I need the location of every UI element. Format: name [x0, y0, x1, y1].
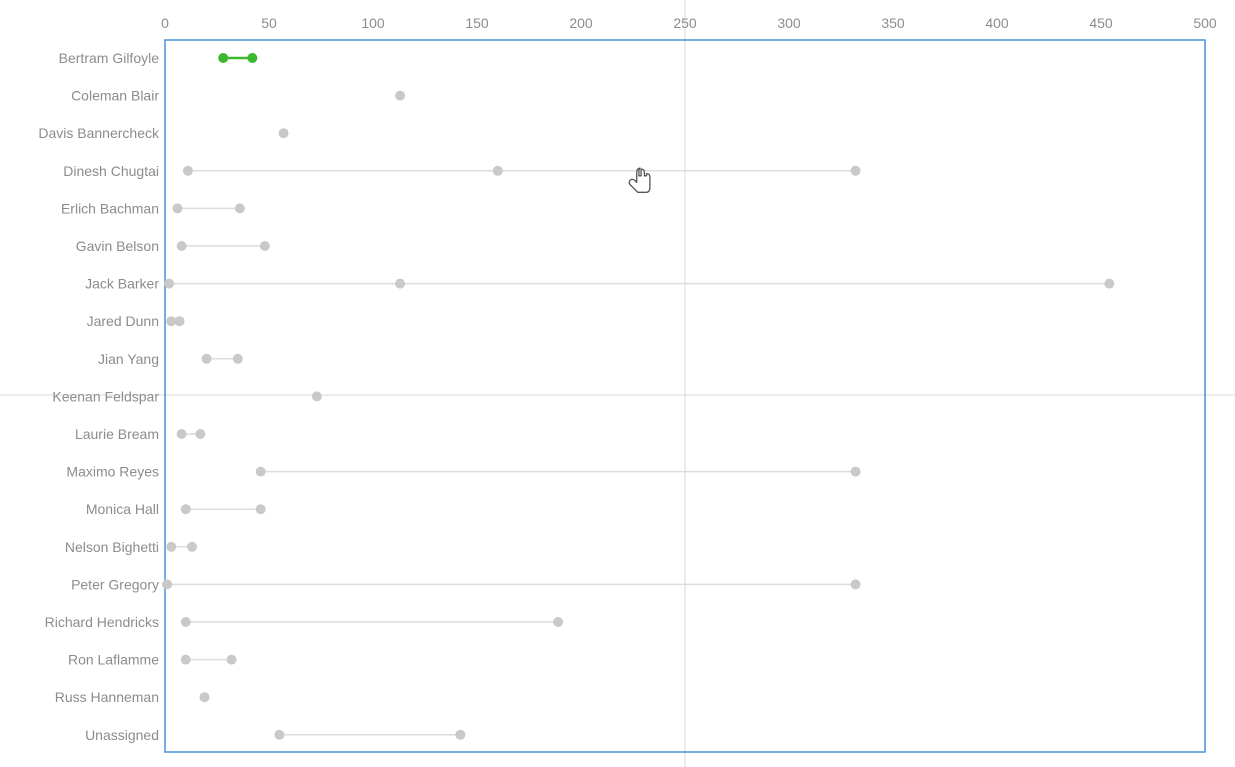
data-point[interactable]: [181, 617, 191, 627]
x-axis-tick-label: 450: [1089, 15, 1113, 31]
category-label: Ron Laflamme: [68, 652, 159, 668]
data-point[interactable]: [256, 504, 266, 514]
dumbbell-chart[interactable]: 0 50 100 150 200 250 300 350 400 450 500 Bertram Gi…: [0, 0, 1235, 767]
data-point[interactable]: [218, 53, 228, 63]
x-axis-tick-label: 50: [261, 15, 277, 31]
data-point[interactable]: [172, 203, 182, 213]
data-point[interactable]: [493, 166, 503, 176]
data-point[interactable]: [235, 203, 245, 213]
data-point[interactable]: [851, 166, 861, 176]
category-label: Maximo Reyes: [66, 464, 159, 480]
data-point[interactable]: [395, 91, 405, 101]
data-point[interactable]: [175, 316, 185, 326]
data-point[interactable]: [227, 655, 237, 665]
category-label: Unassigned: [85, 727, 159, 743]
category-label: Davis Bannercheck: [38, 125, 160, 141]
category-label: Laurie Bream: [75, 426, 159, 442]
category-label: Jian Yang: [98, 351, 159, 367]
category-label: Jared Dunn: [87, 313, 159, 329]
data-point[interactable]: [164, 279, 174, 289]
category-label: Richard Hendricks: [45, 614, 159, 630]
category-label: Gavin Belson: [76, 238, 159, 254]
data-point[interactable]: [233, 354, 243, 364]
data-point[interactable]: [851, 579, 861, 589]
category-label: Bertram Gilfoyle: [59, 50, 160, 66]
category-label: Nelson Bighetti: [65, 539, 159, 555]
pointer-cursor-icon: [629, 168, 650, 192]
data-point[interactable]: [183, 166, 193, 176]
category-label: Dinesh Chugtai: [63, 163, 159, 179]
category-label: Peter Gregory: [71, 576, 159, 592]
x-axis-tick-label: 500: [1193, 15, 1217, 31]
data-point[interactable]: [200, 692, 210, 702]
data-point[interactable]: [195, 429, 205, 439]
x-axis-tick-label: 200: [569, 15, 593, 31]
x-axis-tick-label: 250: [673, 15, 697, 31]
category-label: Jack Barker: [85, 276, 159, 292]
data-point[interactable]: [312, 391, 322, 401]
data-point[interactable]: [181, 655, 191, 665]
data-point[interactable]: [247, 53, 257, 63]
data-point[interactable]: [202, 354, 212, 364]
data-point[interactable]: [851, 467, 861, 477]
data-point[interactable]: [177, 241, 187, 251]
x-axis-tick-label: 350: [881, 15, 905, 31]
category-label: Erlich Bachman: [61, 200, 159, 216]
data-point[interactable]: [256, 467, 266, 477]
data-point[interactable]: [260, 241, 270, 251]
data-point[interactable]: [187, 542, 197, 552]
category-label: Keenan Feldspar: [52, 388, 159, 404]
data-point[interactable]: [274, 730, 284, 740]
data-point[interactable]: [1104, 279, 1114, 289]
data-point[interactable]: [162, 579, 172, 589]
category-label: Russ Hanneman: [55, 689, 159, 705]
x-axis-tick-label: 0: [161, 15, 169, 31]
x-axis-tick-label: 400: [985, 15, 1009, 31]
data-point[interactable]: [177, 429, 187, 439]
data-point[interactable]: [166, 542, 176, 552]
category-label: Monica Hall: [86, 501, 159, 517]
category-label: Coleman Blair: [71, 88, 159, 104]
data-point[interactable]: [181, 504, 191, 514]
data-point[interactable]: [395, 279, 405, 289]
x-axis-tick-label: 150: [465, 15, 489, 31]
x-axis-tick-label: 100: [361, 15, 385, 31]
x-axis-tick-label: 300: [777, 15, 801, 31]
data-point[interactable]: [455, 730, 465, 740]
data-point[interactable]: [553, 617, 563, 627]
data-point[interactable]: [279, 128, 289, 138]
